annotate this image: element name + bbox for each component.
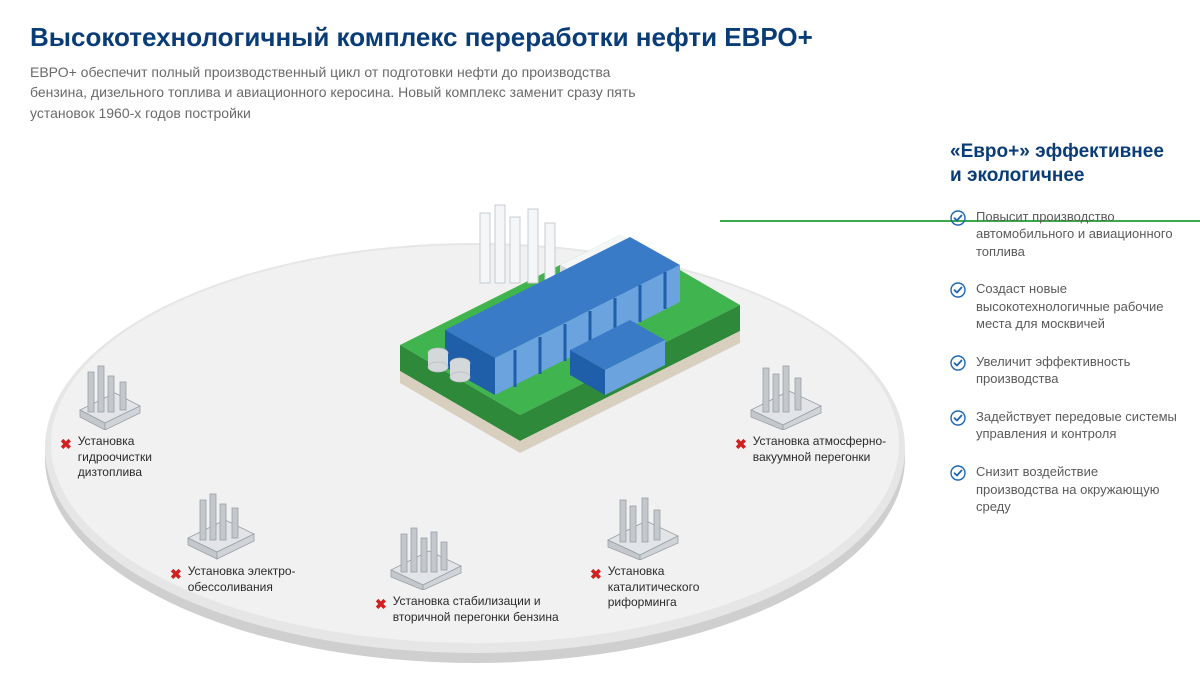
- facility-label: Установка атмосферно-вакуумной перегонки: [753, 434, 895, 465]
- facility-atmospheric-vacuum: ✖ Установка атмосферно-вакуумной перегон…: [735, 360, 895, 465]
- diagram-area: ✖ Установка гидроочистки дизтоплива: [0, 120, 940, 680]
- check-icon: [950, 282, 966, 298]
- sidebar-title: «Евро+» эффективнее и экологичнее: [950, 140, 1180, 188]
- subtitle: ЕВРО+ обеспечит полный производственный …: [30, 62, 670, 123]
- factory-icon: [375, 520, 475, 590]
- check-item: Повысит производство автомобильного и ав…: [950, 208, 1180, 261]
- check-icon: [950, 355, 966, 371]
- check-icon: [950, 210, 966, 226]
- facility-hydrotreating: ✖ Установка гидроочистки дизтоплива: [60, 360, 200, 481]
- check-item: Создаст новые высокотехнологичные рабочи…: [950, 280, 1180, 333]
- facility-stabilization: ✖ Установка стабилизации и вторичной пер…: [375, 520, 565, 625]
- check-item: Снизит воздействие производства на окруж…: [950, 463, 1180, 516]
- x-icon: ✖: [60, 435, 72, 453]
- page-title: Высокотехнологичный комплекс переработки…: [30, 22, 813, 53]
- check-text: Повысит производство автомобильного и ав…: [976, 208, 1180, 261]
- check-icon: [950, 410, 966, 426]
- check-icon: [950, 465, 966, 481]
- facility-reforming: ✖ Установка каталитического риформинга: [590, 490, 730, 611]
- facility-label: Установка стабилизации и вторичной перег…: [393, 594, 565, 625]
- factory-icon: [735, 360, 835, 430]
- facility-label: Установка электро-обессоливания: [188, 564, 310, 595]
- check-text: Создаст новые высокотехнологичные рабочи…: [976, 280, 1180, 333]
- main-complex: [270, 195, 750, 495]
- x-icon: ✖: [735, 435, 747, 453]
- factory-icon: [590, 490, 690, 560]
- x-icon: ✖: [590, 565, 602, 583]
- facility-label: Установка каталитического риформинга: [608, 564, 730, 611]
- factory-icon: [60, 360, 160, 430]
- check-item: Задействует передовые системы управления…: [950, 408, 1180, 443]
- check-text: Задействует передовые системы управления…: [976, 408, 1180, 443]
- facility-label: Установка гидроочистки дизтоплива: [78, 434, 200, 481]
- factory-icon: [170, 490, 270, 560]
- check-text: Увеличит эффективность производства: [976, 353, 1180, 388]
- x-icon: ✖: [375, 595, 387, 613]
- sidebar: «Евро+» эффективнее и экологичнее Повыси…: [950, 140, 1180, 536]
- x-icon: ✖: [170, 565, 182, 583]
- facility-desalting: ✖ Установка электро-обессоливания: [170, 490, 310, 595]
- platform: ✖ Установка гидроочистки дизтоплива: [40, 230, 910, 670]
- check-text: Снизит воздействие производства на окруж…: [976, 463, 1180, 516]
- check-item: Увеличит эффективность производства: [950, 353, 1180, 388]
